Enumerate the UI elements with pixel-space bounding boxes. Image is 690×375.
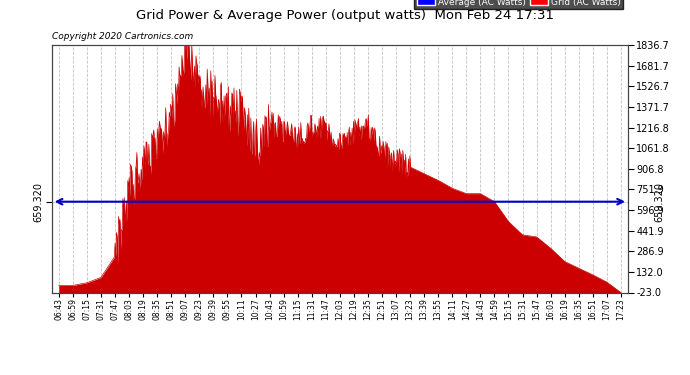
- Text: 659.320: 659.320: [655, 182, 664, 222]
- Text: Copyright 2020 Cartronics.com: Copyright 2020 Cartronics.com: [52, 32, 193, 41]
- Text: Grid Power & Average Power (output watts)  Mon Feb 24 17:31: Grid Power & Average Power (output watts…: [136, 9, 554, 22]
- Legend: Average (AC Watts), Grid (AC Watts): Average (AC Watts), Grid (AC Watts): [414, 0, 623, 9]
